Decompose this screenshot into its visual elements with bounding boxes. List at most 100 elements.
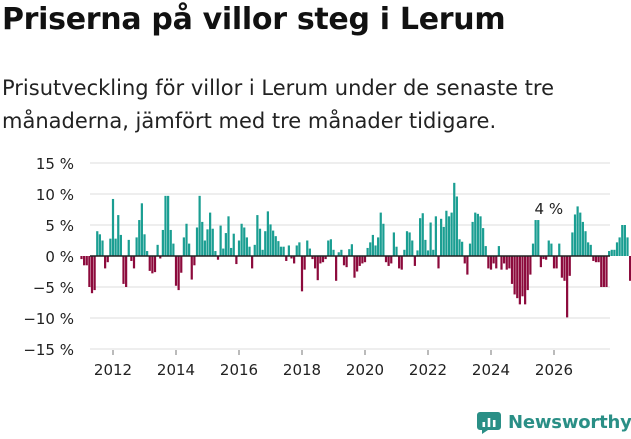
bar — [295, 245, 298, 256]
bar — [377, 237, 380, 256]
y-tick-label: −15 % — [23, 341, 74, 359]
bar — [232, 233, 235, 256]
bar — [180, 256, 183, 273]
bar — [130, 256, 133, 261]
bar — [495, 256, 498, 269]
bar — [306, 240, 309, 256]
chart-title: Priserna på villor steg i Lerum — [2, 2, 506, 37]
bar — [411, 240, 414, 256]
bar — [172, 243, 175, 256]
bar — [211, 228, 214, 256]
bar — [230, 247, 233, 256]
bar — [537, 220, 540, 256]
bar — [571, 232, 574, 256]
bar — [287, 245, 290, 256]
bar — [227, 216, 230, 256]
bar — [293, 256, 296, 264]
bar — [440, 218, 443, 256]
bar — [602, 256, 605, 287]
bar — [269, 224, 272, 256]
bar — [518, 256, 521, 305]
bar — [466, 256, 469, 275]
bar — [594, 256, 598, 263]
bar — [237, 240, 241, 256]
bar — [174, 256, 178, 286]
bar — [256, 215, 259, 256]
bar — [319, 256, 322, 264]
bar — [492, 256, 495, 264]
bar — [93, 256, 96, 291]
bar — [526, 256, 529, 291]
bar — [552, 256, 556, 269]
bar — [222, 248, 225, 256]
bar — [434, 216, 437, 256]
bar — [479, 216, 482, 256]
bar — [300, 256, 304, 292]
y-tick-label: 0 % — [45, 248, 74, 266]
bar — [487, 256, 490, 269]
bar — [106, 256, 109, 263]
bar — [613, 249, 616, 256]
bar — [547, 240, 550, 256]
y-tick-label: 5 % — [45, 217, 74, 235]
bar — [261, 249, 264, 256]
bar — [153, 256, 157, 273]
bar — [429, 222, 432, 256]
bar — [321, 256, 325, 263]
bar — [314, 256, 317, 269]
bar — [235, 256, 238, 265]
bar — [531, 243, 535, 256]
newsworthy-brand[interactable]: Newsworthy — [476, 408, 631, 436]
bar — [290, 256, 293, 259]
bar — [308, 248, 311, 256]
bar — [332, 249, 335, 256]
bar — [135, 237, 138, 256]
bar — [390, 256, 393, 264]
bar — [316, 256, 319, 281]
bar — [164, 195, 167, 256]
bar — [579, 212, 582, 256]
bar — [581, 221, 584, 256]
bar — [156, 244, 159, 256]
bar — [111, 198, 115, 256]
y-tick-label: −5 % — [33, 279, 74, 297]
bar — [337, 252, 340, 256]
bar — [366, 247, 369, 256]
bar — [382, 223, 385, 256]
bar — [566, 256, 569, 318]
bar — [143, 234, 146, 256]
bar — [405, 231, 409, 256]
bar — [340, 249, 343, 256]
bar — [369, 242, 372, 256]
bar — [445, 210, 448, 256]
y-tick-label: 10 % — [36, 186, 74, 204]
bar — [80, 256, 83, 260]
bar — [508, 256, 511, 269]
bar — [224, 233, 227, 256]
bar — [398, 256, 401, 269]
bar — [421, 213, 424, 256]
bar — [358, 256, 361, 266]
bar — [161, 229, 164, 256]
bar — [188, 243, 191, 256]
bar — [185, 223, 188, 256]
bar — [416, 250, 419, 256]
bar — [159, 256, 162, 259]
bar — [419, 218, 422, 256]
bar — [497, 246, 500, 256]
bar — [219, 225, 222, 256]
bar — [361, 256, 364, 264]
bar — [529, 256, 532, 275]
bar — [311, 256, 314, 260]
bar — [190, 256, 193, 280]
bar — [400, 256, 403, 270]
x-tick-label: 2018 — [283, 361, 321, 375]
bar — [542, 256, 545, 260]
bar — [119, 234, 122, 256]
bar — [505, 256, 508, 270]
bar — [476, 213, 479, 256]
bar — [182, 237, 185, 256]
bar — [209, 212, 212, 256]
bar — [516, 256, 519, 299]
bar — [521, 256, 524, 297]
